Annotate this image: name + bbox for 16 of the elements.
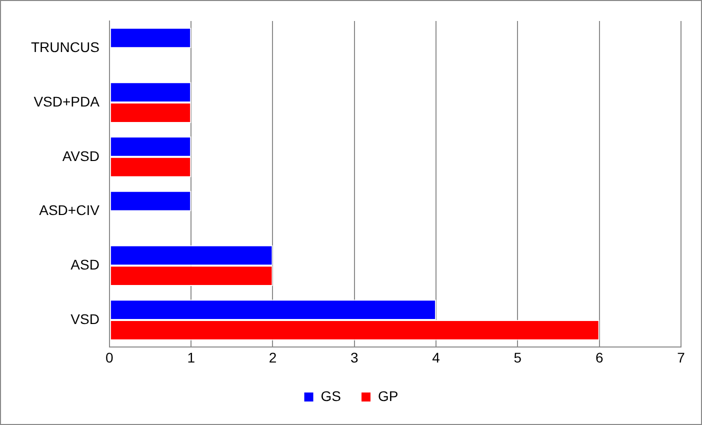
y-tick-label: ASD+CIV xyxy=(39,202,100,218)
x-tick-label: 2 xyxy=(268,349,277,366)
x-tick-label: 3 xyxy=(350,349,358,366)
legend-label: GS xyxy=(320,388,342,404)
x-tick-label: 7 xyxy=(677,349,686,366)
y-tick-label: TRUNCUS xyxy=(30,39,100,56)
y-tick-label: VSD+PDA xyxy=(34,93,100,110)
legend-label: GP xyxy=(378,388,398,404)
x-tick-label: 4 xyxy=(432,349,440,366)
x-tick-label: 5 xyxy=(514,349,522,366)
y-tick-label: ASD xyxy=(70,256,100,273)
x-tick-label: 1 xyxy=(187,349,196,366)
x-tick-label: 0 xyxy=(106,349,114,366)
x-tick-label: 6 xyxy=(595,349,604,366)
y-tick-label: AVSD xyxy=(62,148,100,164)
y-tick-label: VSD xyxy=(70,310,100,327)
